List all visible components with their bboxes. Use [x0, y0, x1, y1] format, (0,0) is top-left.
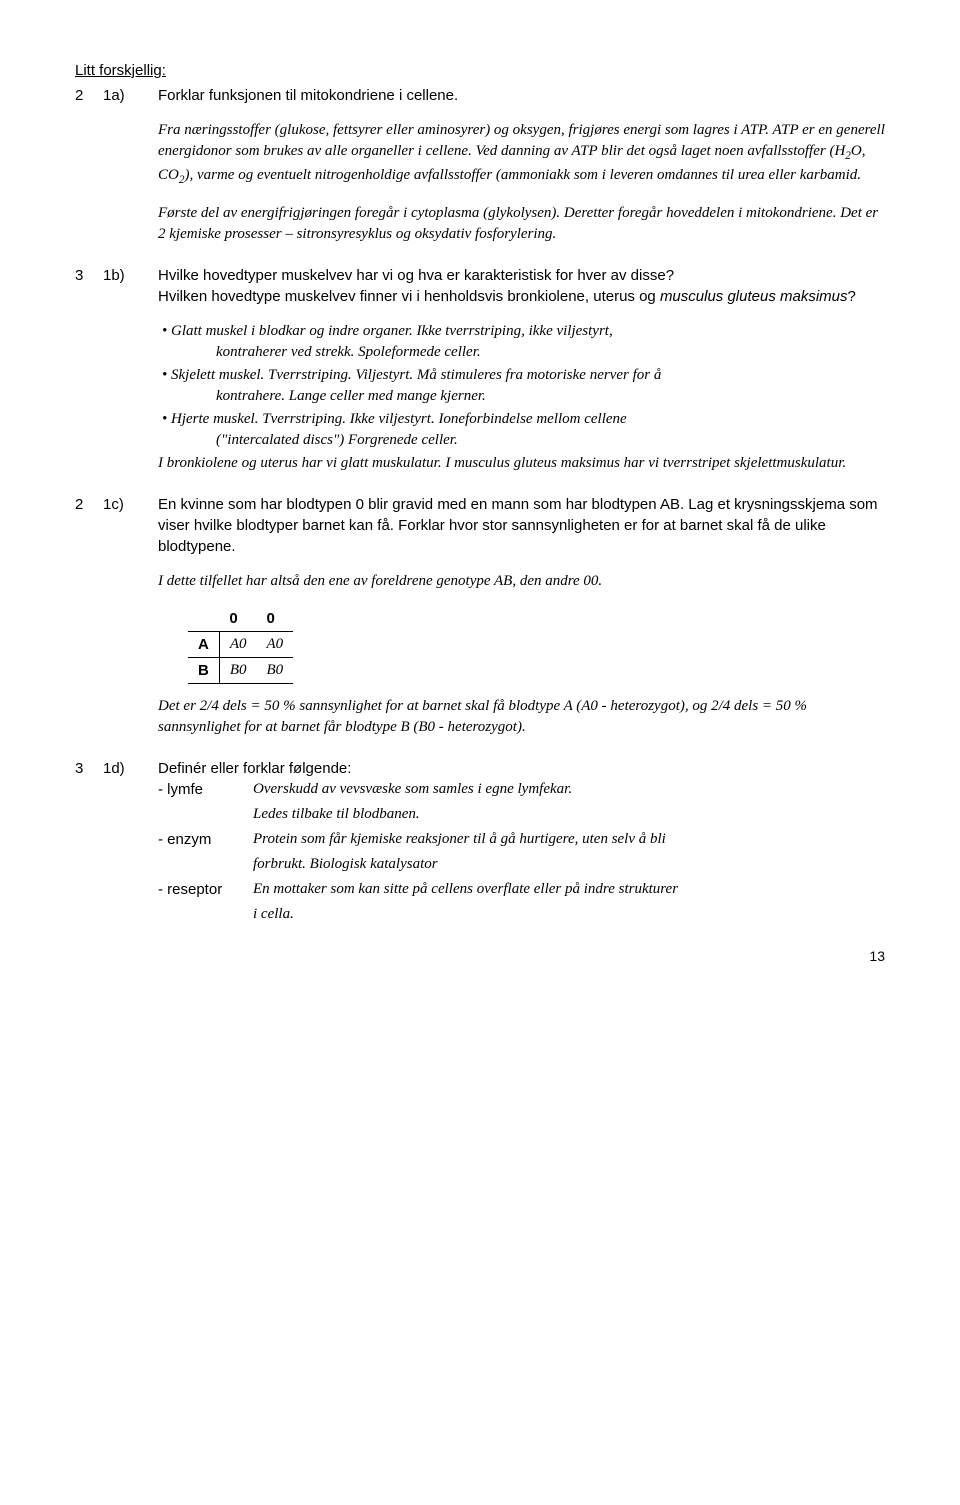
points-1b: 3	[75, 265, 103, 488]
label-1c: 1c)	[103, 494, 158, 752]
question-1b-p1: Hvilke hovedtyper muskelvev har vi og hv…	[158, 265, 885, 286]
label-1d: 1d)	[103, 758, 158, 929]
section-heading: Litt forskjellig:	[75, 60, 885, 81]
bullet-1b-1: • Glatt muskel i blodkar og indre organe…	[158, 321, 885, 363]
answer-1c-1: I dette tilfellet har altså den ene av f…	[158, 571, 885, 592]
term-reseptor: - reseptor	[158, 879, 253, 900]
question-1b-p2a: Hvilken hovedtype muskelvev finner vi i …	[158, 288, 660, 305]
punnett-square: 00 AA0A0 BB0B0	[188, 606, 293, 684]
question-1b-p2b: musculus gluteus maksimus	[660, 288, 848, 305]
page-number: 13	[75, 947, 885, 967]
points-1c: 2	[75, 494, 103, 752]
points-1d: 3	[75, 758, 103, 929]
question-1a: Forklar funksjonen til mitokondriene i c…	[158, 85, 885, 106]
label-1b: 1b)	[103, 265, 158, 488]
question-1c: En kvinne som har blodtypen 0 blir gravi…	[158, 494, 885, 557]
answer-1b-2: I bronkiolene og uterus har vi glatt mus…	[158, 453, 885, 474]
def-enzym-2: forbrukt. Biologisk katalysator	[253, 854, 885, 875]
term-enzym: - enzym	[158, 829, 253, 850]
def-lymfe-2: Ledes tilbake til blodbanen.	[253, 804, 885, 825]
def-enzym-1: Protein som får kjemiske reaksjoner til …	[253, 829, 885, 850]
question-1d: Definér eller forklar følgende:	[158, 758, 885, 779]
points-1a: 2	[75, 85, 103, 259]
def-reseptor-1: En mottaker som kan sitte på cellens ove…	[253, 879, 885, 900]
label-1a: 1a)	[103, 85, 158, 259]
term-lymfe: - lymfe	[158, 779, 253, 800]
bullet-1b-3: • Hjerte muskel. Tverrstriping. Ikke vil…	[158, 409, 885, 451]
answer-1c-2: Det er 2/4 dels = 50 % sannsynlighet for…	[158, 696, 885, 738]
def-reseptor-2: i cella.	[253, 904, 885, 925]
bullet-1b-2: • Skjelett muskel. Tverrstriping. Viljes…	[158, 365, 885, 407]
answer-1a-p3: Første del av energifrigjøringen foregår…	[158, 203, 885, 245]
def-lymfe-1: Overskudd av vevsvæske som samles i egne…	[253, 779, 885, 800]
